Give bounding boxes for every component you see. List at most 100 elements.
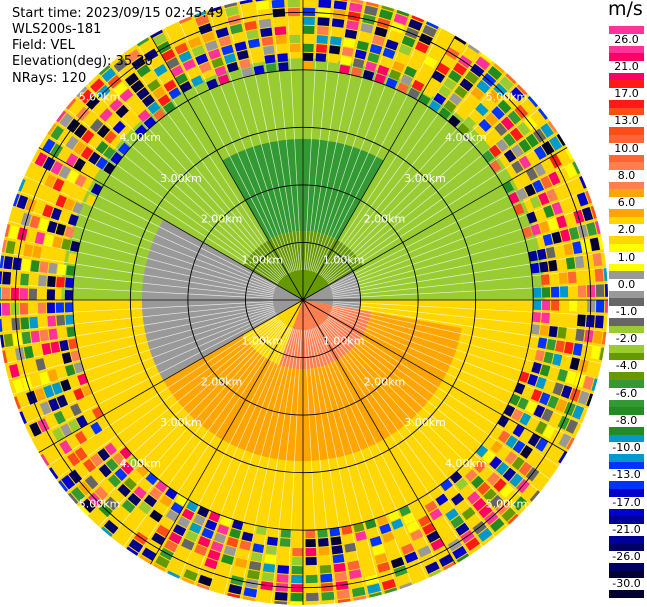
noise-gate — [111, 55, 123, 66]
noise-gate — [29, 422, 42, 437]
noise-gate — [491, 106, 505, 120]
ray-separator — [331, 307, 598, 380]
noise-gate — [39, 261, 49, 274]
noise-gate — [330, 536, 342, 546]
noise-gate — [40, 453, 50, 467]
noise-gate — [60, 379, 72, 392]
noise-gate — [499, 484, 514, 499]
noise-gate — [408, 18, 423, 31]
noise-gate — [482, 450, 496, 464]
noise-gate — [32, 245, 43, 259]
noise-gate — [35, 358, 46, 371]
noise-gate — [497, 430, 511, 444]
noise-gate — [321, 591, 335, 601]
noise-gate — [153, 563, 166, 572]
noise-gate — [316, 35, 328, 44]
noise-gate — [252, 543, 265, 554]
noise-gate — [198, 61, 212, 74]
noise-gate — [165, 487, 178, 500]
ray-separator — [123, 53, 286, 276]
ray-separator — [329, 161, 575, 287]
noise-gate — [473, 460, 487, 473]
noise-gate — [112, 120, 126, 134]
noise-gate — [551, 201, 563, 216]
noise-gate — [397, 534, 411, 547]
noise-gate — [351, 586, 366, 597]
noise-gate — [369, 536, 383, 547]
noise-gate — [109, 98, 123, 112]
noise-gate — [56, 276, 65, 288]
noise-gate — [0, 271, 3, 285]
ray-separator — [304, 0, 320, 271]
noise-gate — [530, 262, 540, 274]
noise-gate — [241, 67, 253, 78]
noise-gate — [459, 100, 473, 114]
noise-gate — [452, 62, 468, 76]
noise-gate — [400, 74, 413, 86]
noise-gate — [341, 525, 353, 535]
noise-gate — [363, 5, 378, 17]
noise-gate — [265, 63, 277, 73]
noise-gate — [426, 530, 441, 543]
noise-gate — [447, 70, 462, 84]
noise-gate — [64, 364, 76, 377]
noise-gate — [47, 315, 57, 327]
noise-gate — [197, 536, 211, 548]
noise-gate — [162, 101, 176, 114]
noise-gate — [445, 46, 460, 61]
noise-gate — [379, 523, 392, 535]
noise-gate — [215, 27, 229, 39]
noise-gate — [287, 0, 300, 8]
ray-separator — [110, 323, 285, 538]
noise-gate — [107, 474, 122, 488]
noise-gate — [547, 120, 558, 133]
colorbar-tick-label: 0.0 — [609, 278, 644, 291]
noise-gate — [320, 573, 333, 583]
noise-gate — [595, 300, 605, 313]
noise-gate — [443, 561, 456, 571]
noise-gate — [74, 430, 88, 445]
noise-gate — [91, 406, 104, 420]
noise-gate — [82, 458, 97, 473]
noise-gate — [103, 146, 116, 160]
colorbar-tick-label: -2.0 — [609, 333, 644, 346]
noise-gate — [512, 424, 525, 438]
ray-separator — [321, 323, 496, 538]
noise-gate — [476, 79, 491, 94]
noise-gate — [507, 110, 522, 125]
noise-gate — [464, 70, 479, 85]
range-ring-label: 5.00km — [486, 497, 528, 510]
noise-gate — [541, 300, 551, 311]
noise-gate — [364, 518, 377, 530]
noise-gate — [346, 20, 359, 31]
noise-gate — [475, 56, 491, 71]
noise-gate — [481, 150, 495, 163]
noise-gate — [464, 469, 478, 482]
noise-gate — [355, 531, 367, 542]
noise-gate — [331, 18, 345, 28]
noise-gate — [541, 408, 554, 422]
noise-gate — [34, 152, 48, 167]
noise-gate — [103, 519, 119, 535]
noise-gate — [537, 192, 550, 206]
noise-gate — [48, 262, 58, 275]
noise-gate — [542, 424, 556, 440]
azimuth-line — [302, 299, 568, 453]
noise-gate — [502, 180, 515, 194]
noise-gate — [542, 233, 554, 246]
noise-gate — [262, 45, 275, 55]
noise-gate — [490, 440, 503, 454]
noise-gate — [175, 494, 188, 507]
noise-gate — [47, 369, 59, 382]
noise-gate — [151, 532, 166, 546]
noise-gate — [73, 157, 86, 172]
noise-gate — [503, 149, 517, 163]
ray-separator — [332, 301, 608, 317]
noise-gate — [593, 330, 603, 344]
noise-gate — [4, 224, 11, 238]
noise-gate — [221, 554, 235, 565]
noise-gate — [204, 40, 219, 52]
noise-gate — [130, 79, 145, 94]
ray-separator — [316, 28, 442, 274]
colorbar-tick-label: -17.0 — [609, 496, 644, 509]
